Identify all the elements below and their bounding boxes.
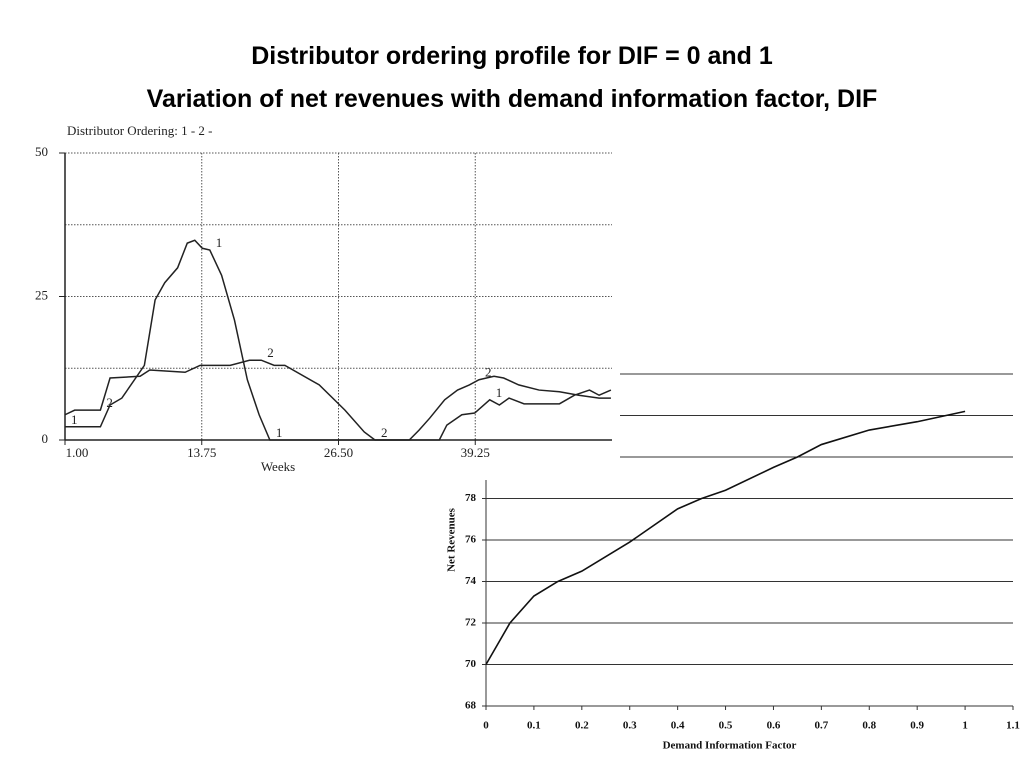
series-label: 2	[381, 425, 388, 440]
y-tick-label: 74	[465, 575, 477, 587]
x-tick-label: 13.75	[187, 445, 216, 460]
revenue-line	[485, 410, 966, 665]
x-tick-label: 0.7	[814, 720, 828, 732]
x-axis-label: Weeks	[261, 459, 295, 474]
chart-title: Distributor Ordering: 1 - 2 -	[67, 123, 213, 138]
x-tick-label: 1	[962, 720, 968, 732]
x-axis-label: Demand Information Factor	[663, 740, 797, 752]
series-label: 1	[216, 235, 223, 250]
y-axis-label: Net Revenues	[446, 507, 458, 572]
x-tick-label: 0	[483, 720, 489, 732]
y-tick-label: 0	[42, 431, 49, 446]
x-tick-label: 0.2	[575, 720, 589, 732]
x-tick-label: 1.1	[1006, 720, 1020, 732]
x-tick-label: 0.5	[719, 720, 733, 732]
y-tick-label: 70	[465, 658, 477, 670]
series-label: 2	[106, 395, 113, 410]
x-tick-label: 26.50	[324, 445, 353, 460]
slide-title: Variation of net revenues with demand in…	[147, 85, 878, 113]
y-tick-label: 72	[465, 617, 477, 629]
series-label: 1	[496, 385, 503, 400]
x-tick-label: 39.25	[461, 445, 490, 460]
x-tick-label: 0.9	[910, 720, 924, 732]
x-tick-label: 0.6	[767, 720, 781, 732]
series-label: 2	[267, 345, 274, 360]
x-tick-label: 0.1	[527, 720, 541, 732]
slide-title: Distributor ordering profile for DIF = 0…	[251, 42, 773, 70]
series-label: 1	[276, 425, 283, 440]
series-line	[64, 359, 611, 441]
x-tick-label: 0.4	[671, 720, 685, 732]
y-tick-label: 78	[465, 492, 477, 504]
x-tick-label: 1.00	[66, 445, 89, 460]
y-tick-label: 76	[465, 534, 477, 546]
series-label: 2	[485, 365, 492, 380]
y-tick-label: 25	[35, 287, 48, 302]
y-tick-label: 68	[465, 700, 477, 712]
net-revenue-chart: 68 70 72 74 76 78 0 0.1 0.2 0.3 0.4 0.5 0.6 0.7 0.8 0.9…	[446, 373, 1020, 752]
y-tick-label: 50	[35, 144, 48, 159]
series-line	[65, 239, 612, 441]
x-tick-label: 0.3	[623, 720, 637, 732]
x-tick-label: 0.8	[862, 720, 876, 732]
series-label: 1	[71, 412, 78, 427]
